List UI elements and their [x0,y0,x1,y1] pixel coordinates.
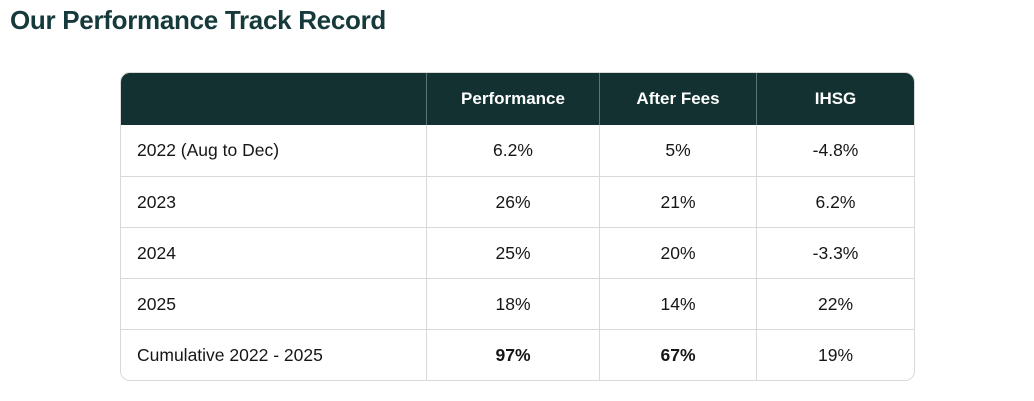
cell-performance: 6.2% [426,125,599,176]
cell-after-fees: 20% [599,227,756,278]
cell-ihsg: -4.8% [756,125,914,176]
row-label: Cumulative 2022 - 2025 [121,329,426,380]
cell-after-fees: 21% [599,176,756,227]
table-row-2022: 2022 (Aug to Dec) 6.2% 5% -4.8% [121,125,914,176]
column-header-ihsg: IHSG [756,73,914,125]
row-label: 2024 [121,227,426,278]
cell-after-fees: 5% [599,125,756,176]
table-row-2025: 2025 18% 14% 22% [121,278,914,329]
cell-ihsg: 19% [756,329,914,380]
table-row-cumulative: Cumulative 2022 - 2025 97% 67% 19% [121,329,914,380]
page-title: Our Performance Track Record [10,5,386,35]
cell-ihsg: -3.3% [756,227,914,278]
cell-performance: 97% [426,329,599,380]
row-label: 2022 (Aug to Dec) [121,125,426,176]
cell-performance: 25% [426,227,599,278]
cell-after-fees: 67% [599,329,756,380]
cell-performance: 26% [426,176,599,227]
table-row-2023: 2023 26% 21% 6.2% [121,176,914,227]
cell-performance: 18% [426,278,599,329]
column-header-after-fees: After Fees [599,73,756,125]
performance-table: Performance After Fees IHSG 2022 (Aug to… [120,72,915,381]
cell-ihsg: 6.2% [756,176,914,227]
table-row-2024: 2024 25% 20% -3.3% [121,227,914,278]
column-header-blank [121,73,426,125]
performance-table-grid: Performance After Fees IHSG 2022 (Aug to… [121,73,914,380]
cell-after-fees: 14% [599,278,756,329]
table-header-row: Performance After Fees IHSG [121,73,914,125]
cell-ihsg: 22% [756,278,914,329]
row-label: 2025 [121,278,426,329]
column-header-performance: Performance [426,73,599,125]
row-label: 2023 [121,176,426,227]
